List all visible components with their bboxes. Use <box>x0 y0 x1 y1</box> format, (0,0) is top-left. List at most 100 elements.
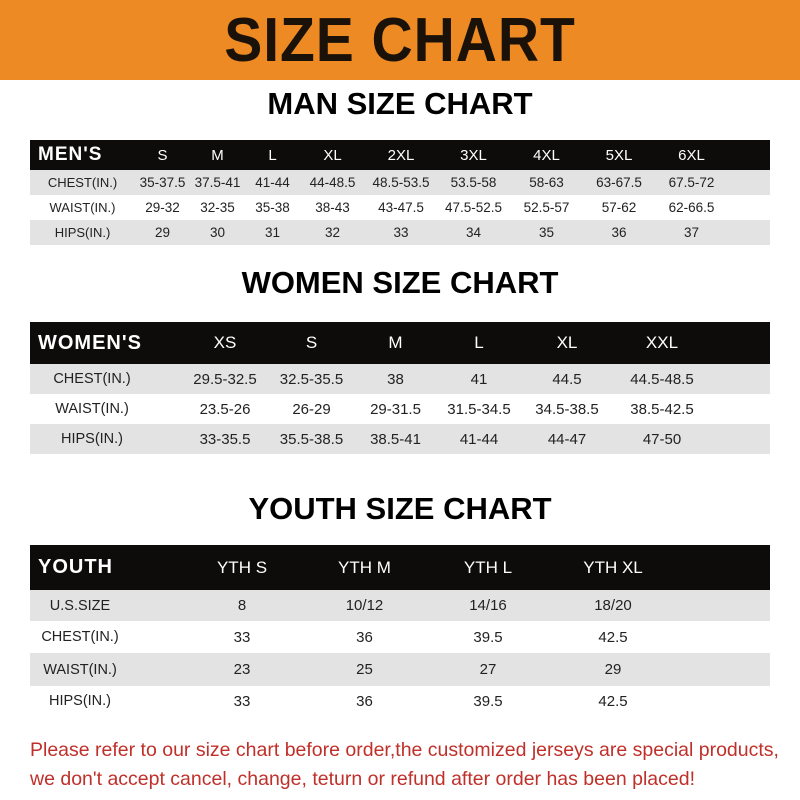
measurement-cell: 39.5 <box>473 692 503 710</box>
measurement-cell: 37.5-41 <box>194 175 241 190</box>
size-header: YTH S <box>216 557 268 577</box>
measurement-cell: 33 <box>233 692 251 710</box>
header-label: MEN'S <box>38 144 103 165</box>
measurement-cell: 41-44 <box>255 175 290 190</box>
measurement-cell: 35.5-38.5 <box>279 430 344 448</box>
size-header: 3XL <box>460 146 487 164</box>
size-header: L <box>268 146 277 164</box>
table-row: HIPS(IN.) 33-35.5 35.5-38.5 38.5-41 41-44 44-… <box>30 424 770 454</box>
measurement-cell: 41 <box>470 370 488 388</box>
table-row: CHEST(IN.) 29.5-32.5 32.5-35.5 38 41 44.5 44.5… <box>30 364 770 394</box>
measurement-cell: 29-32 <box>145 200 180 215</box>
table-row: CHEST(IN.) 33 36 39.5 42.5 <box>30 621 770 653</box>
measurement-cell: 8 <box>237 597 247 614</box>
measurement-cell: 38.5-42.5 <box>630 400 694 418</box>
measurement-cell: 34.5-38.5 <box>535 400 599 418</box>
banner: SIZE CHART <box>0 0 800 80</box>
row-label: CHEST(IN.) <box>53 371 131 387</box>
measurement-cell: 48.5-53.5 <box>372 175 430 190</box>
measurement-cell: 29 <box>154 225 171 240</box>
banner-title: SIZE CHART <box>224 5 576 75</box>
size-header: 4XL <box>533 146 560 164</box>
measurement-cell: 63-67.5 <box>596 175 642 190</box>
size-header: XXL <box>645 333 679 352</box>
order-notice-line-2: we don't accept cancel, change, teturn o… <box>30 768 695 790</box>
men-size-table: MEN'S S M L XL 2XL 3XL 4XL 5XL 6XL CHEST(IN.) 35-37… <box>30 140 770 245</box>
size-header: XS <box>213 333 237 352</box>
measurement-cell: 27 <box>479 661 497 678</box>
measurement-cell: 42.5 <box>598 628 628 646</box>
women-header-row: WOMEN'S XS S M L XL XXL <box>30 322 770 364</box>
header-label: YOUTH <box>38 556 113 578</box>
measurement-cell: 31 <box>264 225 281 240</box>
measurement-cell: 67.5-72 <box>668 175 715 190</box>
order-notice: Please refer to our size chart before or… <box>30 736 790 794</box>
order-notice-line-1: Please refer to our size chart before or… <box>30 739 779 761</box>
size-header: S <box>157 146 168 164</box>
measurement-cell: 26-29 <box>292 400 331 418</box>
measurement-cell: 29 <box>604 661 622 678</box>
measurement-cell: 44-48.5 <box>309 175 356 190</box>
measurement-cell: 37 <box>683 225 700 240</box>
size-header: XL <box>556 333 578 352</box>
row-label: CHEST(IN.) <box>47 175 118 190</box>
size-header: YTH XL <box>583 557 643 577</box>
measurement-cell: 14/16 <box>469 597 507 614</box>
table-row: WAIST(IN.) 23.5-26 26-29 29-31.5 31.5-34.5 34… <box>30 394 770 424</box>
measurement-cell: 44-47 <box>547 430 587 448</box>
measurement-cell: 33-35.5 <box>199 430 251 448</box>
measurement-cell: 62-66.5 <box>668 200 715 215</box>
measurement-cell: 18/20 <box>594 597 632 614</box>
row-label: HIPS(IN.) <box>48 693 112 709</box>
measurement-cell: 44.5-48.5 <box>630 370 694 388</box>
size-header: M <box>211 146 224 164</box>
size-header: 2XL <box>387 146 415 164</box>
measurement-cell: 58-63 <box>529 175 564 190</box>
measurement-cell: 35-38 <box>255 200 290 215</box>
measurement-cell: 30 <box>209 225 226 240</box>
row-label: HIPS(IN.) <box>54 225 111 240</box>
row-label: WAIST(IN.) <box>55 401 129 417</box>
row-label: WAIST(IN.) <box>49 200 116 215</box>
measurement-cell: 32 <box>324 225 341 240</box>
measurement-cell: 36 <box>356 692 373 710</box>
size-header: 5XL <box>605 146 633 164</box>
youth-size-table: YOUTH YTH S YTH M YTH L YTH XL U.S.SIZE 8 10/12… <box>30 545 770 716</box>
measurement-cell: 44.5 <box>552 370 582 388</box>
measurement-cell: 32-35 <box>200 200 235 215</box>
measurement-cell: 57-62 <box>601 200 637 215</box>
measurement-cell: 32.5-35.5 <box>279 370 344 388</box>
size-header: YTH L <box>463 557 513 577</box>
women-section-title: WOMEN SIZE CHART <box>241 265 559 300</box>
measurement-cell: 33 <box>393 225 409 240</box>
row-label: CHEST(IN.) <box>41 629 119 645</box>
measurement-cell: 33 <box>233 628 251 646</box>
table-row: HIPS(IN.) 29 30 31 32 33 34 35 36 37 <box>30 220 770 245</box>
row-label: HIPS(IN.) <box>60 431 124 447</box>
size-header: M <box>388 333 403 352</box>
measurement-cell: 29-31.5 <box>370 400 421 418</box>
women-size-table: WOMEN'S XS S M L XL XXL CHEST(IN.) 29.5-32.5 32.5… <box>30 322 770 454</box>
measurement-cell: 38.5-41 <box>370 430 421 448</box>
measurement-cell: 43-47.5 <box>378 200 424 215</box>
measurement-cell: 35 <box>538 225 555 240</box>
measurement-cell: 39.5 <box>473 628 503 646</box>
table-row: U.S.SIZE 8 10/12 14/16 18/20 <box>30 590 770 621</box>
measurement-cell: 23.5-26 <box>199 400 251 418</box>
measurement-cell: 36 <box>611 225 627 240</box>
men-section-title: MAN SIZE CHART <box>267 86 533 121</box>
measurement-cell: 34 <box>465 225 482 240</box>
table-row: HIPS(IN.) 33 36 39.5 42.5 <box>30 686 770 716</box>
measurement-cell: 47.5-52.5 <box>444 200 503 215</box>
measurement-cell: 36 <box>356 628 373 646</box>
measurement-cell: 53.5-58 <box>450 175 497 190</box>
row-label: U.S.SIZE <box>49 597 111 614</box>
youth-header-row: YOUTH YTH S YTH M YTH L YTH XL <box>30 545 770 590</box>
measurement-cell: 42.5 <box>598 692 628 710</box>
measurement-cell: 31.5-34.5 <box>447 400 511 418</box>
measurement-cell: 10/12 <box>345 597 384 614</box>
header-label: WOMEN'S <box>38 331 142 354</box>
measurement-cell: 23 <box>233 661 251 678</box>
size-header: 6XL <box>678 146 705 164</box>
size-header: L <box>474 333 484 352</box>
